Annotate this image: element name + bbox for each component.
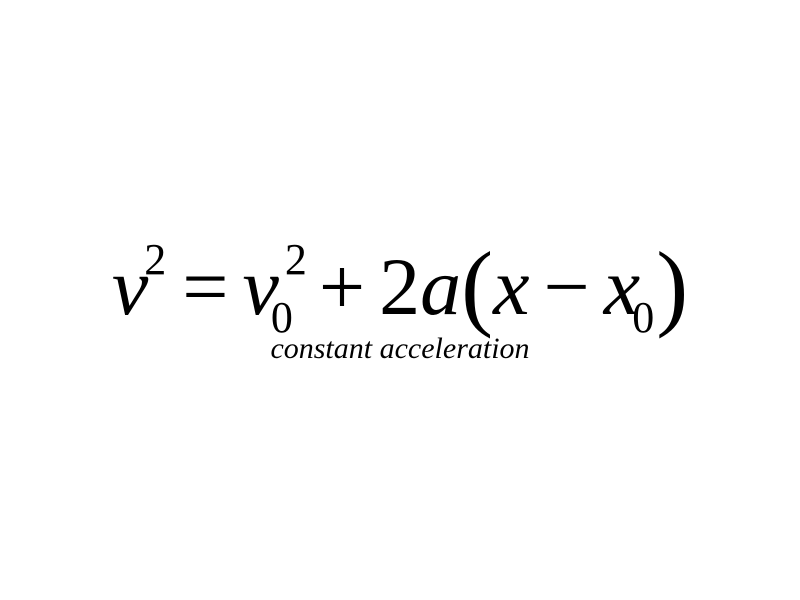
minus-sign: − <box>544 246 590 328</box>
term-v-squared: v 2 <box>112 246 168 328</box>
right-paren: ) <box>656 238 688 334</box>
left-paren: ( <box>461 238 493 334</box>
kinematic-equation: v 2 = v 0 2 + 2 a ( x − x 0 ) <box>112 234 688 330</box>
term-x0: x 0 <box>604 246 656 328</box>
var-a: a <box>420 246 461 328</box>
exp-2: 2 <box>144 238 166 282</box>
sub-0: 0 <box>632 296 654 340</box>
plus-sign: + <box>319 246 365 328</box>
term-v0-squared: v 0 2 <box>243 246 305 328</box>
equation-container: v 2 = v 0 2 + 2 a ( x − x 0 ) constant a… <box>0 0 800 600</box>
equals-sign: = <box>182 246 228 328</box>
var-v: v <box>112 246 148 328</box>
exp-2: 2 <box>285 238 307 282</box>
term-2a: 2 a <box>379 246 461 328</box>
var-x: x <box>493 246 529 328</box>
coef-2: 2 <box>379 246 420 328</box>
sub-0: 0 <box>271 296 293 340</box>
